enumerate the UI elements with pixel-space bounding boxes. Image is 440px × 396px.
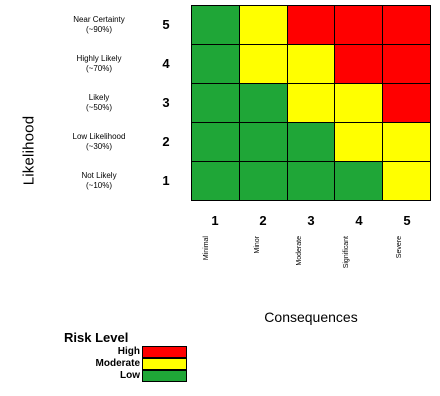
legend-item-moderate: Moderate bbox=[64, 358, 188, 370]
consequence-label-wrap: Moderate bbox=[287, 236, 335, 296]
risk-cell-low bbox=[192, 6, 239, 44]
likelihood-label-percent: (~10%) bbox=[85, 181, 112, 191]
likelihood-label-text: Near Certainty bbox=[73, 14, 125, 24]
risk-cell-low bbox=[239, 123, 287, 161]
risk-cell-moderate bbox=[239, 6, 287, 44]
risk-cell-low bbox=[287, 162, 335, 200]
risk-cell-low bbox=[335, 162, 383, 200]
likelihood-label: Low Likelihood (~30%) bbox=[48, 132, 150, 152]
likelihood-label-percent: (~90%) bbox=[85, 24, 112, 34]
risk-cell-high bbox=[383, 45, 430, 83]
risk-cell-high bbox=[335, 45, 383, 83]
likelihood-level-number: 1 bbox=[162, 173, 170, 189]
risk-cell-low bbox=[192, 162, 239, 200]
legend-swatch-high bbox=[142, 346, 187, 358]
likelihood-label: Not Likely (~10%) bbox=[48, 171, 150, 191]
likelihood-label: Likely (~50%) bbox=[48, 93, 150, 113]
consequence-label: Minimal bbox=[202, 236, 210, 261]
risk-cell-high bbox=[287, 6, 335, 44]
risk-cell-moderate bbox=[287, 45, 335, 83]
risk-matrix-grid bbox=[191, 5, 431, 201]
risk-cell-high bbox=[383, 6, 430, 44]
consequence-level-number: 4 bbox=[355, 213, 363, 228]
risk-cell-moderate bbox=[239, 45, 287, 83]
legend-item-low: Low bbox=[64, 370, 188, 382]
consequence-label: Severe bbox=[395, 236, 403, 259]
consequence-label-wrap: Minor bbox=[239, 236, 287, 296]
risk-cell-low bbox=[287, 123, 335, 161]
risk-cell-high bbox=[383, 84, 430, 122]
legend-item-high: High bbox=[64, 346, 188, 358]
likelihood-label: Highly Likely (~70%) bbox=[48, 54, 150, 74]
risk-cell-low bbox=[192, 123, 239, 161]
consequence-label-wrap: Significant bbox=[335, 236, 383, 296]
risk-cell-moderate bbox=[335, 84, 383, 122]
likelihood-label-percent: (~30%) bbox=[85, 142, 112, 152]
likelihood-label-percent: (~70%) bbox=[85, 63, 112, 73]
consequence-label: Minor bbox=[254, 236, 262, 254]
likelihood-label-text: Likely bbox=[88, 93, 110, 102]
consequence-level-number: 1 bbox=[211, 213, 219, 228]
legend-item-label: Low bbox=[120, 370, 140, 381]
likelihood-level-number: 3 bbox=[162, 95, 170, 110]
consequence-label: Moderate bbox=[296, 236, 304, 266]
consequence-label-wrap: Minimal bbox=[191, 236, 239, 296]
likelihood-level-number: 2 bbox=[162, 134, 170, 150]
likelihood-label-percent: (~50%) bbox=[85, 103, 112, 112]
legend-title: Risk Level bbox=[64, 330, 129, 345]
consequence-level-number: 3 bbox=[307, 213, 315, 228]
legend-item-label: Moderate bbox=[95, 358, 140, 369]
risk-cell-moderate bbox=[383, 123, 430, 161]
legend-swatch-moderate bbox=[142, 358, 187, 370]
consequence-level-number: 5 bbox=[403, 213, 411, 228]
consequence-label: Significant bbox=[342, 236, 350, 269]
likelihood-label-text: Highly Likely bbox=[76, 53, 122, 63]
likelihood-level-number: 5 bbox=[162, 16, 170, 32]
risk-cell-moderate bbox=[335, 123, 383, 161]
legend-item-label: High bbox=[117, 346, 140, 357]
risk-cell-high bbox=[335, 6, 383, 44]
risk-cell-low bbox=[239, 84, 287, 122]
likelihood-axis-title: Likelihood bbox=[20, 115, 38, 186]
risk-cell-moderate bbox=[287, 84, 335, 122]
legend-swatch-low bbox=[142, 370, 187, 382]
risk-cell-low bbox=[192, 45, 239, 83]
consequence-label-wrap: Severe bbox=[383, 236, 431, 296]
likelihood-level-number: 4 bbox=[162, 55, 170, 71]
consequence-level-number: 2 bbox=[259, 213, 267, 228]
likelihood-label-text: Low Likelihood bbox=[72, 132, 126, 142]
likelihood-label: Near Certainty (~90%) bbox=[48, 15, 150, 35]
risk-cell-low bbox=[239, 162, 287, 200]
consequences-axis-title: Consequences bbox=[264, 309, 358, 325]
risk-cell-low bbox=[192, 84, 239, 122]
likelihood-label-text: Not Likely bbox=[81, 171, 117, 181]
risk-cell-moderate bbox=[383, 162, 430, 200]
